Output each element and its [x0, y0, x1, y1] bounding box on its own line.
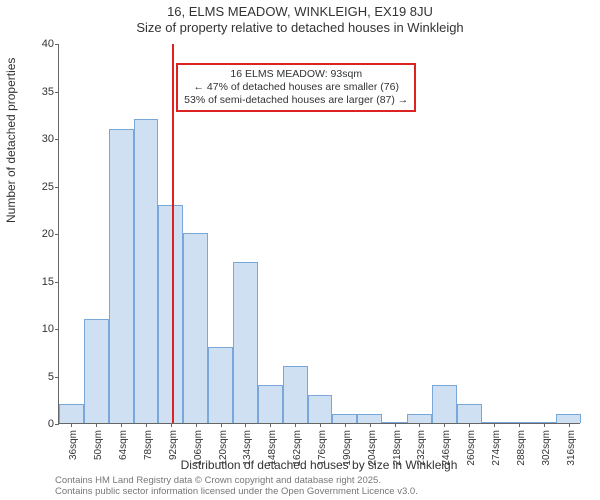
- x-tick-mark: [494, 423, 495, 427]
- y-tick-label: 20: [14, 228, 54, 240]
- y-tick-mark: [55, 234, 59, 235]
- histogram-bar: [109, 129, 134, 424]
- histogram-bar: [457, 404, 482, 423]
- x-tick-mark: [469, 423, 470, 427]
- histogram-bar: [134, 119, 159, 423]
- x-tick-mark: [345, 423, 346, 427]
- y-tick-mark: [55, 424, 59, 425]
- histogram-bar: [556, 414, 581, 424]
- x-tick-mark: [295, 423, 296, 427]
- y-tick-label: 0: [14, 418, 54, 430]
- x-tick-mark: [196, 423, 197, 427]
- y-tick-label: 40: [14, 38, 54, 50]
- x-tick-label: 302sqm: [541, 430, 552, 470]
- x-tick-mark: [71, 423, 72, 427]
- y-tick-label: 5: [14, 371, 54, 383]
- x-tick-mark: [270, 423, 271, 427]
- x-tick-mark: [444, 423, 445, 427]
- x-tick-mark: [96, 423, 97, 427]
- x-tick-mark: [221, 423, 222, 427]
- x-tick-label: 190sqm: [342, 430, 353, 470]
- x-tick-mark: [171, 423, 172, 427]
- footer-attribution: Contains HM Land Registry data © Crown c…: [55, 476, 418, 498]
- x-tick-label: 288sqm: [516, 430, 527, 470]
- y-tick-mark: [55, 329, 59, 330]
- histogram-bar: [407, 414, 432, 424]
- y-tick-mark: [55, 44, 59, 45]
- title-line1: 16, ELMS MEADOW, WINKLEIGH, EX19 8JU: [0, 4, 600, 19]
- x-tick-label: 64sqm: [118, 430, 129, 470]
- x-tick-label: 92sqm: [168, 430, 179, 470]
- y-tick-label: 35: [14, 86, 54, 98]
- histogram-bar: [357, 414, 382, 424]
- x-tick-label: 232sqm: [416, 430, 427, 470]
- title-line2: Size of property relative to detached ho…: [0, 20, 600, 35]
- x-tick-label: 218sqm: [392, 430, 403, 470]
- x-tick-label: 36sqm: [68, 430, 79, 470]
- chart-container: 16, ELMS MEADOW, WINKLEIGH, EX19 8JU Siz…: [0, 0, 600, 500]
- x-tick-mark: [121, 423, 122, 427]
- plot-area: 16 ELMS MEADOW: 93sqm ← 47% of detached …: [58, 44, 580, 424]
- x-tick-label: 120sqm: [218, 430, 229, 470]
- property-marker-line: [172, 44, 174, 423]
- y-tick-mark: [55, 282, 59, 283]
- y-tick-mark: [55, 377, 59, 378]
- x-tick-mark: [395, 423, 396, 427]
- x-tick-mark: [519, 423, 520, 427]
- y-tick-label: 10: [14, 323, 54, 335]
- histogram-bar: [258, 385, 283, 423]
- histogram-bar: [332, 414, 357, 424]
- histogram-bar: [84, 319, 109, 424]
- x-tick-label: 260sqm: [466, 430, 477, 470]
- x-tick-label: 204sqm: [367, 430, 378, 470]
- x-tick-mark: [569, 423, 570, 427]
- x-tick-label: 78sqm: [143, 430, 154, 470]
- x-tick-mark: [245, 423, 246, 427]
- x-tick-mark: [146, 423, 147, 427]
- annotation-line1: 16 ELMS MEADOW: 93sqm: [184, 68, 408, 81]
- annotation-line2: ← 47% of detached houses are smaller (76…: [184, 81, 408, 94]
- histogram-bar: [233, 262, 258, 424]
- histogram-bar: [59, 404, 84, 423]
- y-tick-label: 15: [14, 276, 54, 288]
- x-tick-label: 274sqm: [491, 430, 502, 470]
- x-tick-label: 50sqm: [93, 430, 104, 470]
- x-tick-label: 148sqm: [267, 430, 278, 470]
- x-tick-mark: [370, 423, 371, 427]
- histogram-bar: [283, 366, 308, 423]
- footer-line2: Contains public sector information licen…: [55, 487, 418, 498]
- x-tick-label: 176sqm: [317, 430, 328, 470]
- y-tick-mark: [55, 187, 59, 188]
- histogram-bar: [183, 233, 208, 423]
- annotation-line3: 53% of semi-detached houses are larger (…: [184, 94, 408, 107]
- histogram-bar: [432, 385, 457, 423]
- x-tick-label: 246sqm: [441, 430, 452, 470]
- x-tick-mark: [320, 423, 321, 427]
- y-tick-label: 25: [14, 181, 54, 193]
- histogram-bar: [208, 347, 233, 423]
- x-tick-label: 134sqm: [242, 430, 253, 470]
- x-tick-mark: [544, 423, 545, 427]
- y-tick-mark: [55, 92, 59, 93]
- y-tick-mark: [55, 139, 59, 140]
- y-tick-label: 30: [14, 133, 54, 145]
- annotation-box: 16 ELMS MEADOW: 93sqm ← 47% of detached …: [176, 63, 416, 112]
- x-tick-mark: [419, 423, 420, 427]
- titles-block: 16, ELMS MEADOW, WINKLEIGH, EX19 8JU Siz…: [0, 0, 600, 35]
- x-tick-label: 106sqm: [193, 430, 204, 470]
- histogram-bar: [308, 395, 333, 424]
- x-tick-label: 162sqm: [292, 430, 303, 470]
- x-tick-label: 316sqm: [566, 430, 577, 470]
